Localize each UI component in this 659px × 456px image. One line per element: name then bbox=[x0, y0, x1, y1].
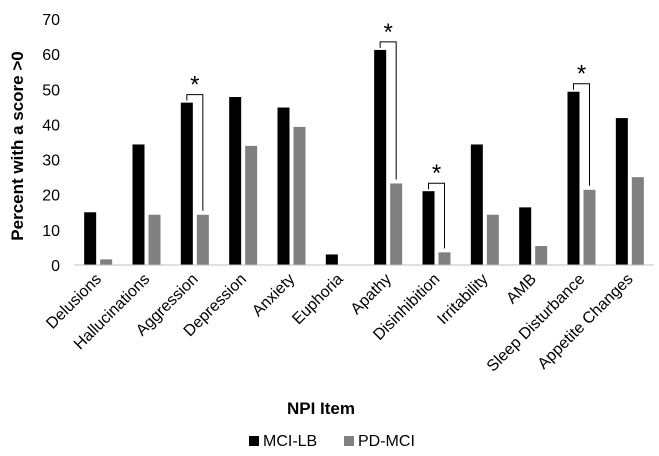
x-tick-label: Euphoria bbox=[289, 271, 346, 328]
significance-brackets: * * * * bbox=[186, 19, 590, 249]
bar-mci-lb bbox=[422, 191, 435, 265]
significance-marker: * bbox=[383, 19, 392, 46]
bar-mci-lb bbox=[277, 107, 290, 265]
x-axis-title: NPI Item bbox=[287, 399, 355, 418]
legend-swatch-mci-lb bbox=[249, 436, 259, 446]
bar-pd-mci bbox=[100, 259, 113, 265]
x-tick-label: Anxiety bbox=[249, 271, 298, 320]
bar-mci-lb bbox=[615, 118, 628, 265]
bar-mci-lb bbox=[180, 102, 193, 265]
y-tick-label: 30 bbox=[42, 153, 60, 170]
x-axis-tick-labels: DelusionsHallucinationsAggressionDepress… bbox=[43, 271, 636, 376]
bar-mci-lb bbox=[132, 144, 145, 265]
x-tick-label: Appetite Changes bbox=[535, 271, 637, 373]
y-axis-title: Percent with a score >0 bbox=[8, 51, 27, 240]
x-tick-label: Irritability bbox=[434, 271, 491, 328]
significance-marker: * bbox=[577, 61, 586, 88]
bar-mci-lb bbox=[519, 207, 532, 265]
significance-marker: * bbox=[432, 160, 441, 187]
legend-label-mci-lb: MCI-LB bbox=[263, 433, 317, 450]
bar-pd-mci bbox=[438, 252, 451, 265]
y-tick-label: 60 bbox=[42, 47, 60, 64]
x-tick-label: AMB bbox=[503, 271, 540, 308]
bar-pd-mci bbox=[486, 214, 499, 265]
legend: MCI-LB PD-MCI bbox=[249, 433, 415, 450]
significance-bracket bbox=[379, 41, 397, 180]
bar-mci-lb bbox=[84, 212, 97, 265]
bar-mci-lb bbox=[374, 49, 387, 265]
bar-pd-mci bbox=[583, 189, 596, 265]
bar-mci-lb bbox=[567, 91, 580, 265]
y-tick-label: 10 bbox=[42, 223, 60, 240]
bar-pd-mci bbox=[148, 214, 161, 265]
bar-pd-mci bbox=[631, 177, 644, 265]
significance-bracket bbox=[573, 83, 590, 186]
bar-pd-mci bbox=[196, 214, 209, 265]
significance-bracket bbox=[428, 182, 445, 249]
y-tick-label: 0 bbox=[51, 258, 60, 275]
y-tick-label: 20 bbox=[42, 188, 60, 205]
bar-pd-mci bbox=[245, 145, 258, 265]
bar-mci-lb bbox=[470, 144, 483, 265]
bar-pd-mci bbox=[535, 246, 548, 265]
bars bbox=[84, 49, 644, 265]
legend-label-pd-mci: PD-MCI bbox=[358, 433, 415, 450]
significance-marker: * bbox=[190, 72, 199, 99]
y-axis-ticks: 0 10 20 30 40 50 60 70 bbox=[42, 12, 60, 275]
bar-pd-mci bbox=[390, 183, 403, 265]
x-tick-label: Apathy bbox=[348, 271, 395, 318]
bar-pd-mci bbox=[293, 126, 306, 265]
bar-mci-lb bbox=[229, 97, 242, 265]
bar-mci-lb bbox=[325, 254, 338, 265]
legend-swatch-pd-mci bbox=[344, 436, 354, 446]
y-tick-label: 70 bbox=[42, 12, 60, 29]
significance-bracket bbox=[186, 94, 204, 211]
y-tick-label: 50 bbox=[42, 82, 60, 99]
y-tick-label: 40 bbox=[42, 117, 60, 134]
